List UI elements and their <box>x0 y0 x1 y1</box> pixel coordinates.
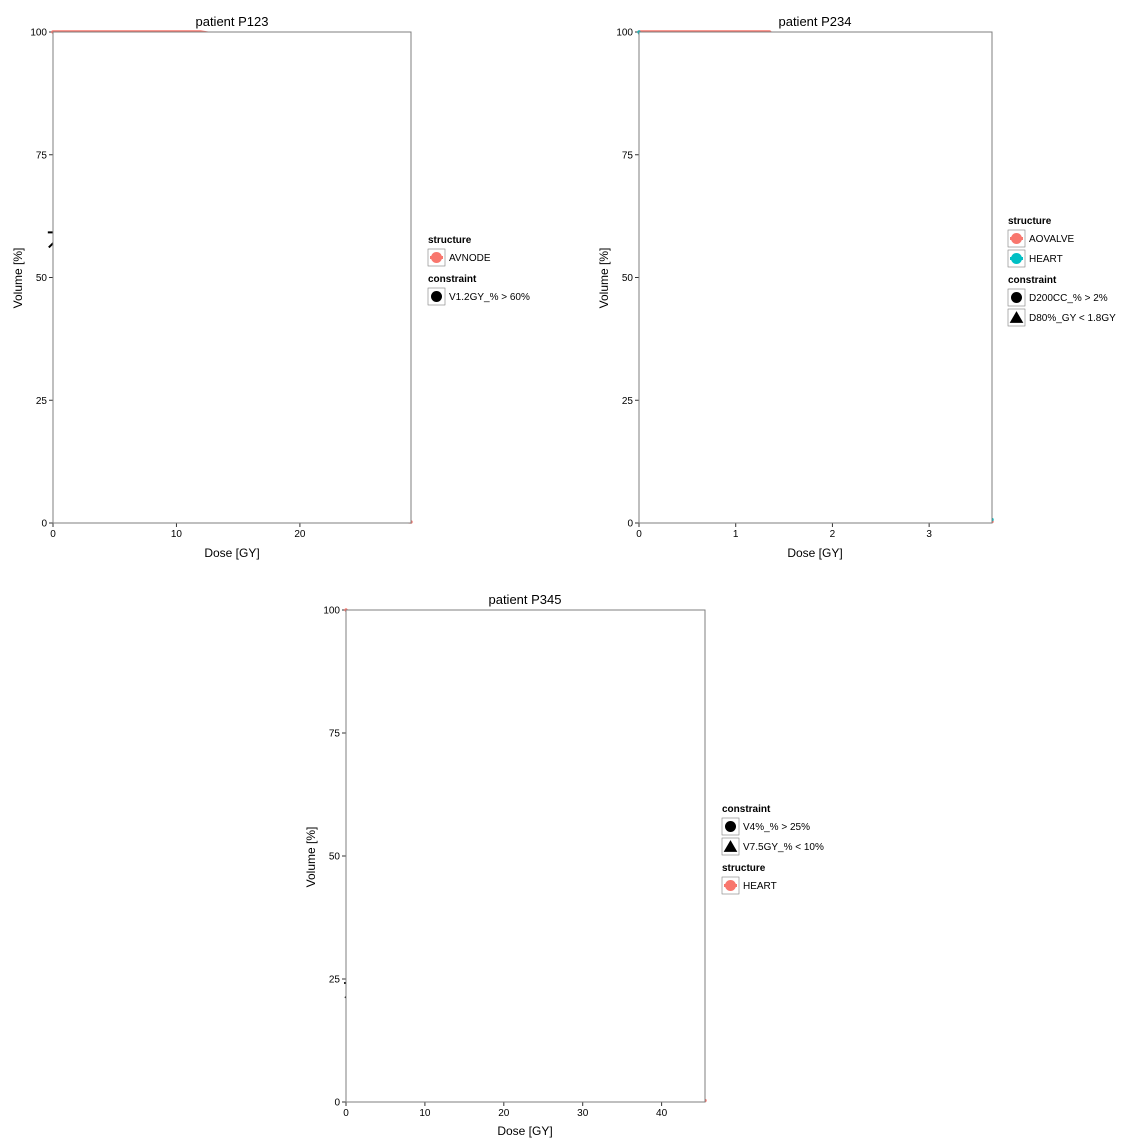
plot-border <box>345 609 706 1103</box>
legend-title: structure <box>428 235 472 246</box>
y-tick-label: 75 <box>622 150 634 161</box>
x-axis-title: Dose [GY] <box>497 1124 552 1138</box>
legend-key-marker <box>1011 253 1022 264</box>
x-tick-label: 20 <box>498 1108 510 1119</box>
x-tick-label: 0 <box>636 529 642 540</box>
legend: constraint V4%_% > 25% V7.5GY_% < 10% struc… <box>721 804 824 895</box>
legend-key-marker <box>431 252 442 263</box>
legend-key-marker <box>725 821 736 832</box>
legend-label: AOVALVE <box>1029 234 1075 245</box>
legend-key-marker <box>431 291 442 302</box>
x-tick-label: 3 <box>926 529 932 540</box>
panel-title: patient P123 <box>195 14 268 29</box>
plot-border <box>52 31 412 524</box>
legend-title: constraint <box>722 804 771 815</box>
legend-label: D80%_GY < 1.8GY <box>1029 313 1116 324</box>
legend: structure AVNODE constraint V1.2GY_% > 60% <box>427 235 530 306</box>
y-tick-label: 50 <box>622 273 634 284</box>
y-tick-label: 100 <box>30 28 47 39</box>
legend-title: constraint <box>428 274 477 285</box>
x-tick-label: 40 <box>656 1108 668 1119</box>
legend-title: structure <box>722 863 766 874</box>
x-axis-title: Dose [GY] <box>204 546 259 560</box>
legend-label: HEART <box>743 881 777 892</box>
plot-border <box>638 31 993 524</box>
panel-p234: patient P234 Dose [GY] Volume [%] 0 1 2 3 0 2… <box>597 14 1116 560</box>
legend-key-marker <box>1011 292 1022 303</box>
x-tick-label: 1 <box>733 529 739 540</box>
y-axis-title: Volume [%] <box>304 827 318 888</box>
x-tick-label: 10 <box>171 529 183 540</box>
y-axis-title: Volume [%] <box>597 248 611 309</box>
y-tick-label: 75 <box>36 150 48 161</box>
x-tick-label: 2 <box>830 529 836 540</box>
legend-title: constraint <box>1008 275 1057 286</box>
panel-p345: patient P345 Dose [GY] Volume [%] 0 10 20 3… <box>304 592 824 1138</box>
x-tick-label: 10 <box>419 1108 431 1119</box>
legend-label: D200CC_% > 2% <box>1029 293 1108 304</box>
panel-title: patient P234 <box>778 14 851 29</box>
y-tick-label: 25 <box>622 396 634 407</box>
legend-label: HEART <box>1029 254 1063 265</box>
plot-area: 0 10 20 30 40 0 25 50 75 100 <box>323 606 707 1119</box>
x-axis-title: Dose [GY] <box>787 546 842 560</box>
x-tick-label: 30 <box>577 1108 589 1119</box>
y-tick-label: 25 <box>36 396 48 407</box>
legend-label: AVNODE <box>449 253 491 264</box>
y-tick-label: 50 <box>36 273 48 284</box>
legend-title: structure <box>1008 216 1052 227</box>
legend-key-marker <box>725 880 736 891</box>
x-tick-label: 20 <box>294 529 306 540</box>
plot-area: 0 10 20 0 25 50 75 100 <box>30 28 413 540</box>
legend-label: V1.2GY_% > 60% <box>449 292 530 303</box>
y-axis-title: Volume [%] <box>11 248 25 309</box>
legend-key-marker <box>723 840 738 852</box>
x-tick-label: 0 <box>343 1108 349 1119</box>
legend-label: V4%_% > 25% <box>743 822 810 833</box>
y-tick-label: 100 <box>323 606 340 617</box>
legend: structure AOVALVE HEART constraint D200CC_% … <box>1007 216 1116 327</box>
y-tick-label: 50 <box>329 852 341 863</box>
x-tick-label: 0 <box>50 529 56 540</box>
panel-p123: patient P123 Dose [GY] Volume [%] 0 10 200… <box>11 14 530 560</box>
panel-title: patient P345 <box>488 592 561 607</box>
legend-label: V7.5GY_% < 10% <box>743 842 824 853</box>
y-tick-label: 25 <box>329 975 341 986</box>
plot-area: 0 1 2 3 0 25 50 75 100 <box>616 28 994 540</box>
y-tick-label: 0 <box>334 1098 340 1109</box>
y-tick-label: 0 <box>627 519 633 530</box>
legend-key-marker <box>1011 233 1022 244</box>
y-tick-label: 100 <box>616 28 633 39</box>
y-tick-label: 0 <box>41 519 47 530</box>
legend-key-marker <box>1009 311 1024 323</box>
y-tick-label: 75 <box>329 729 341 740</box>
